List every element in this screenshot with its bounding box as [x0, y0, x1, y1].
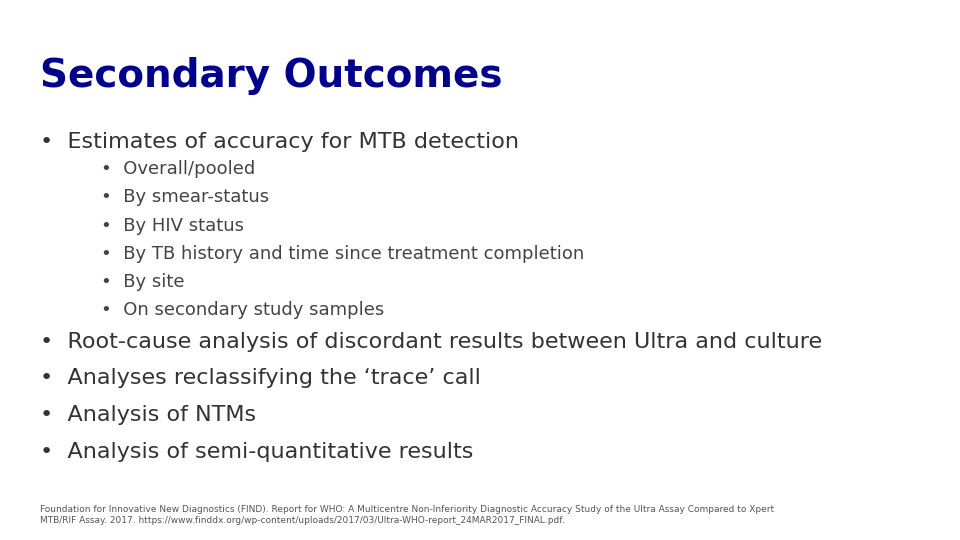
Text: •  Root-cause analysis of discordant results between Ultra and culture: • Root-cause analysis of discordant resu…: [40, 332, 823, 352]
Text: •  Analyses reclassifying the ‘trace’ call: • Analyses reclassifying the ‘trace’ cal…: [40, 368, 481, 388]
Text: •  By TB history and time since treatment completion: • By TB history and time since treatment…: [101, 245, 584, 262]
Text: •  Analysis of semi-quantitative results: • Analysis of semi-quantitative results: [40, 442, 473, 462]
Text: Foundation for Innovative New Diagnostics (FIND). Report for WHO: A Multicentre : Foundation for Innovative New Diagnostic…: [40, 505, 775, 525]
Text: •  By site: • By site: [101, 273, 184, 291]
Text: •  Analysis of NTMs: • Analysis of NTMs: [40, 405, 256, 425]
Text: •  By HIV status: • By HIV status: [101, 217, 244, 234]
Text: •  Overall/pooled: • Overall/pooled: [101, 160, 255, 178]
Text: •  By smear-status: • By smear-status: [101, 188, 269, 206]
Text: •  Estimates of accuracy for MTB detection: • Estimates of accuracy for MTB detectio…: [40, 132, 519, 152]
Text: •  On secondary study samples: • On secondary study samples: [101, 301, 384, 319]
Text: Secondary Outcomes: Secondary Outcomes: [40, 57, 503, 94]
